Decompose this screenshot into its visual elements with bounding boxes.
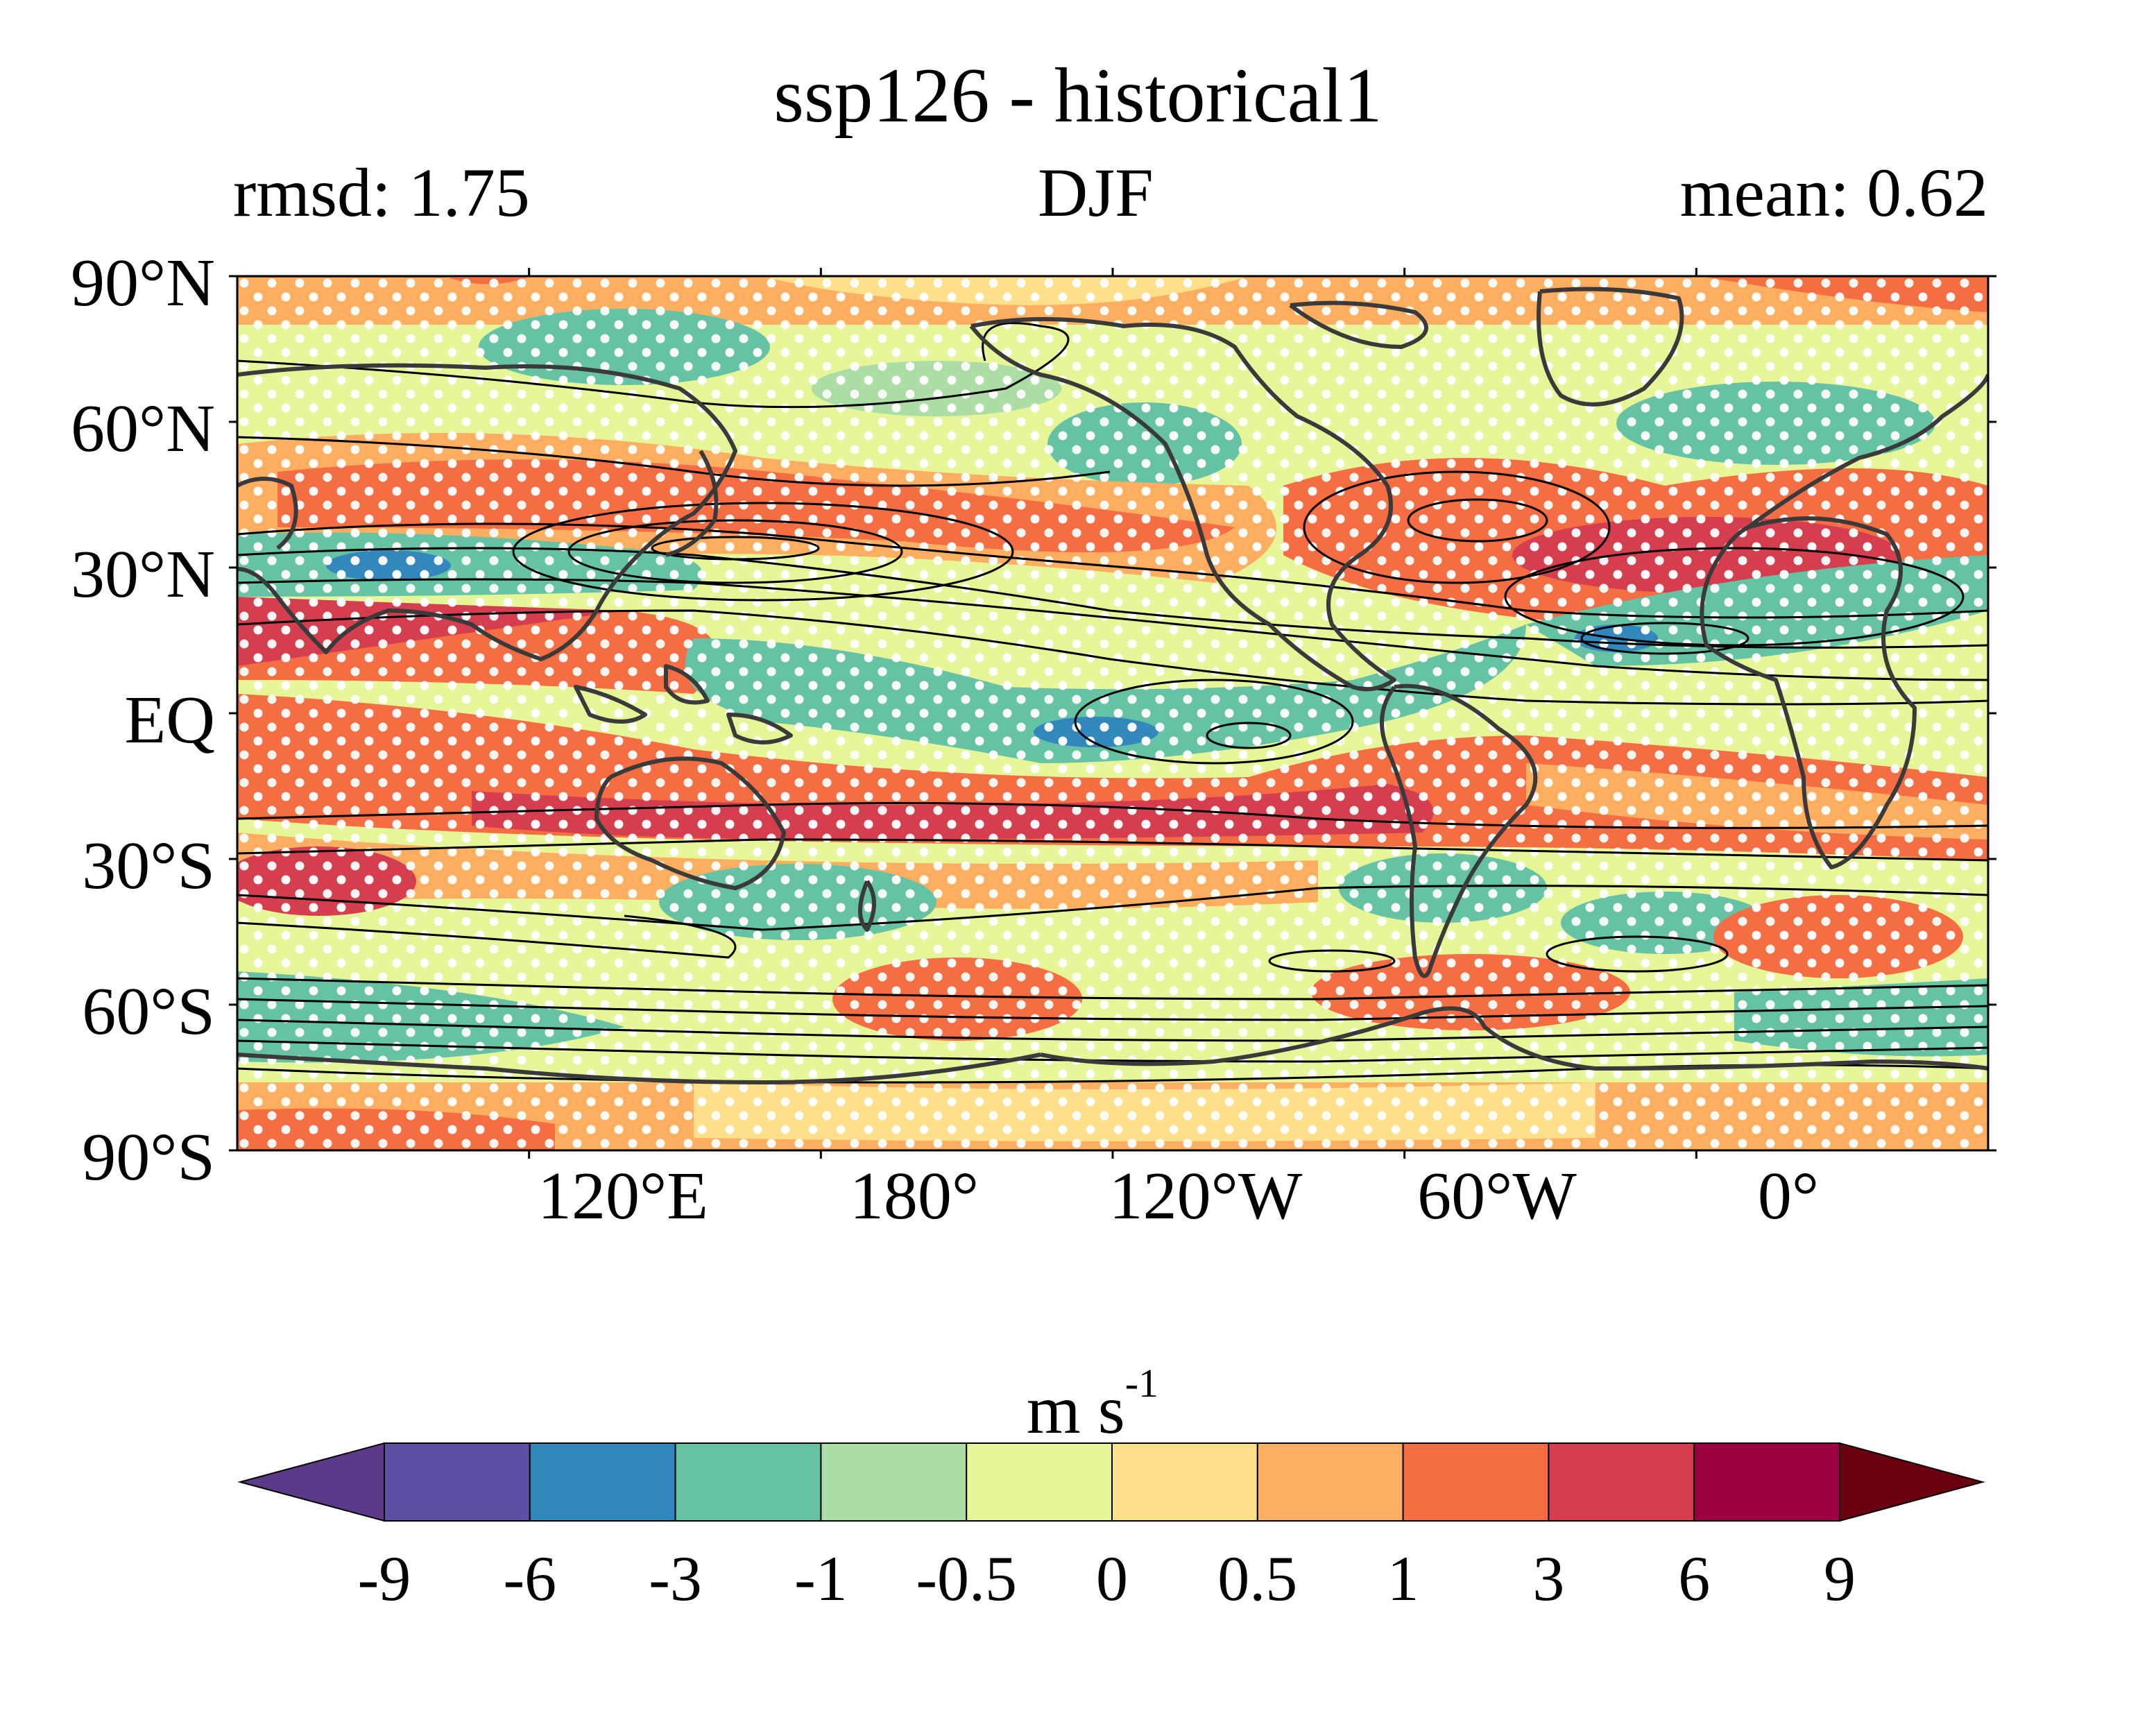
lat-label-90n: 90°N xyxy=(71,246,215,321)
colorbar-tick-label: 6 xyxy=(1678,1543,1711,1614)
colorbar-cell xyxy=(1693,1442,1840,1522)
shaded-field xyxy=(237,276,1988,1150)
colorbar-cell xyxy=(820,1442,968,1522)
colorbar-tick-label: 0 xyxy=(1096,1543,1128,1614)
units-base: m s xyxy=(1027,1371,1125,1448)
colorbar-tick-label: 3 xyxy=(1532,1543,1565,1614)
colorbar-cell xyxy=(966,1442,1113,1522)
rmsd-label: rmsd: 1.75 xyxy=(233,154,530,231)
lon-label-120w: 120°W xyxy=(1109,1159,1303,1234)
colorbar-tick-label: -0.5 xyxy=(916,1543,1017,1614)
colorbar-cell xyxy=(1256,1442,1404,1522)
figure-title: ssp126 - historical1 xyxy=(773,53,1383,139)
coastlines xyxy=(237,287,1988,1084)
lon-label-0: 0° xyxy=(1757,1159,1820,1234)
lat-label-90s: 90°S xyxy=(82,1120,215,1195)
colorbar-tick-label: 9 xyxy=(1824,1543,1856,1614)
colorbar-cell xyxy=(674,1442,822,1522)
colorbar-cell xyxy=(384,1442,531,1522)
lon-label-180: 180° xyxy=(849,1159,979,1234)
colorbar-under-arrow xyxy=(237,1442,385,1522)
colorbar-units: m s-1 xyxy=(1027,1360,1158,1449)
axis-ticks xyxy=(229,268,1996,1159)
lon-label-120e: 120°E xyxy=(537,1159,709,1234)
lat-label-30s: 30°S xyxy=(82,828,215,903)
colorbar-tick-label: 1 xyxy=(1387,1543,1419,1614)
colorbar-tick-label: -3 xyxy=(649,1543,702,1614)
colorbar-tick-label: 0.5 xyxy=(1217,1543,1298,1614)
lat-label-60s: 60°S xyxy=(82,974,215,1049)
lat-label-30n: 30°N xyxy=(71,537,215,612)
colorbar-cell xyxy=(1402,1442,1550,1522)
colorbar-tick-label: -6 xyxy=(503,1543,557,1614)
mean-label: mean: 0.62 xyxy=(1679,154,1988,231)
colorbar-cell xyxy=(1548,1442,1695,1522)
lat-label-eq: EQ xyxy=(124,683,215,758)
units-exponent: -1 xyxy=(1124,1361,1159,1406)
colorbar-tick-label: -1 xyxy=(794,1543,848,1614)
colorbar-cell xyxy=(1111,1442,1258,1522)
colorbar-tick-label: -9 xyxy=(357,1543,411,1614)
lat-label-60n: 60°N xyxy=(71,391,215,466)
colorbar-over-arrow xyxy=(1839,1442,1985,1522)
lon-label-60w: 60°W xyxy=(1417,1159,1577,1234)
colorbar-cell xyxy=(529,1442,676,1522)
season-label: DJF xyxy=(1038,154,1154,231)
